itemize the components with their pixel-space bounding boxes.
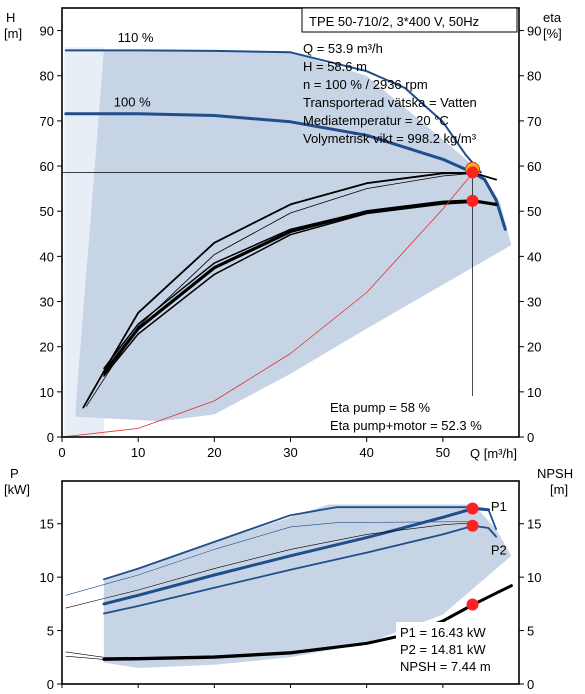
operating-point-eta (466, 194, 479, 207)
value-line: NPSH = 7.44 m (400, 659, 491, 674)
curve-thin_b (65, 522, 474, 609)
y-tick-label-right: 40 (527, 249, 541, 264)
value-line: P2 = 14.81 kW (400, 642, 486, 657)
curve-p2_100 (103, 524, 497, 615)
x-axis-label: Q [m³/h] (470, 446, 517, 461)
y-tick-label-left: 40 (40, 249, 54, 264)
x-tick-label: 50 (436, 445, 450, 460)
y-tick-label-left: 10 (40, 385, 54, 400)
curve-head_110 (64, 49, 482, 174)
curve-eta_total_lower (103, 201, 475, 377)
power-axis-label: P (10, 466, 19, 481)
npsh-axis-unit: [m] (550, 482, 568, 497)
info-line: Q = 53.9 m³/h (303, 41, 383, 56)
operating-point-head (466, 166, 479, 179)
y-tick-label-left: 50 (40, 204, 54, 219)
y-tick-label-right: 20 (527, 340, 541, 355)
y-tick-label-right: 50 (527, 204, 541, 219)
operating-point-p2 (466, 519, 479, 532)
series-label: P1 (491, 499, 507, 514)
y-tick-label-left-bottom: 15 (40, 517, 54, 532)
y-tick-label-right: 90 (527, 24, 541, 39)
y-tick-label-left: 0 (47, 430, 54, 445)
x-tick-label: 0 (58, 445, 65, 460)
curve-npsh_thin_a (65, 642, 367, 658)
series-label: P2 (491, 543, 507, 558)
y-tick-label-right: 60 (527, 159, 541, 174)
y-tick-label-right-bottom: 10 (527, 570, 541, 585)
y-tick-label-right: 10 (527, 385, 541, 400)
y-tick-label-right: 80 (527, 69, 541, 84)
npsh-axis-label: NPSH (537, 466, 573, 481)
y-tick-label-right: 30 (527, 295, 541, 310)
info-line: H = 58.6 m (303, 59, 367, 74)
value-line: P1 = 16.43 kW (400, 625, 486, 640)
eta-line: Eta pump = 58 % (330, 400, 431, 415)
y-tick-label-left: 70 (40, 114, 54, 129)
title-box (301, 7, 518, 33)
y-axis-label-left-line1: H (6, 10, 15, 25)
info-line: Volymetrisk vikt = 998.2 kg/m³ (303, 131, 477, 146)
info-line: n = 100 % / 2936 rpm (303, 77, 428, 92)
x-tick-label: 40 (359, 445, 373, 460)
y-tick-label-right: 70 (527, 114, 541, 129)
curve-npsh_thin_b (65, 643, 367, 660)
x-tick-label: 20 (207, 445, 221, 460)
curve-head_100 (64, 112, 507, 231)
operating-point-npsh (466, 598, 479, 611)
y-tick-label-right: 0 (527, 430, 534, 445)
info-line: Mediatemperatur = 20 °C (303, 113, 449, 128)
y-tick-label-left: 30 (40, 295, 54, 310)
curve-label: 110 % (118, 30, 154, 45)
info-line: Transporterad vätska = Vatten (303, 95, 477, 110)
y-tick-label-right-bottom: 0 (527, 677, 534, 692)
curve-label: 100 % (114, 94, 151, 109)
eta-line: Eta pump+motor = 52.3 % (330, 418, 482, 433)
operating-range-area (75, 50, 512, 422)
y-tick-label-left: 90 (40, 24, 54, 39)
y-tick-label-left: 80 (40, 69, 54, 84)
y-tick-label-left: 60 (40, 159, 54, 174)
values-backdrop (396, 622, 517, 682)
y-tick-label-right-bottom: 15 (527, 517, 541, 532)
y-tick-label-left-bottom: 0 (47, 677, 54, 692)
y-tick-label-left-bottom: 10 (40, 570, 54, 585)
curve-npsh_main (102, 584, 513, 661)
power-axis-unit: [kW] (4, 482, 30, 497)
curve-thin_a (65, 521, 474, 596)
y-axis-label-right-line1: eta (543, 10, 562, 25)
curve-eta_pump_lower (86, 172, 474, 407)
x-tick-label: 30 (283, 445, 297, 460)
x-tick-label: 10 (131, 445, 145, 460)
curve-system_curve (61, 172, 474, 438)
y-axis-label-right-unit: [%] (543, 26, 562, 41)
y-axis-label-left-unit: [m] (4, 26, 22, 41)
chart-title: TPE 50-710/2, 3*400 V, 50Hz (309, 14, 479, 29)
y-tick-label-left-bottom: 5 (47, 624, 54, 639)
y-tick-label-left: 20 (40, 340, 54, 355)
y-tick-label-right-bottom: 5 (527, 624, 534, 639)
eta-text-backdrop (326, 396, 516, 436)
operating-point-p1 (466, 502, 479, 515)
curve-eta_pump_upper (82, 171, 497, 409)
